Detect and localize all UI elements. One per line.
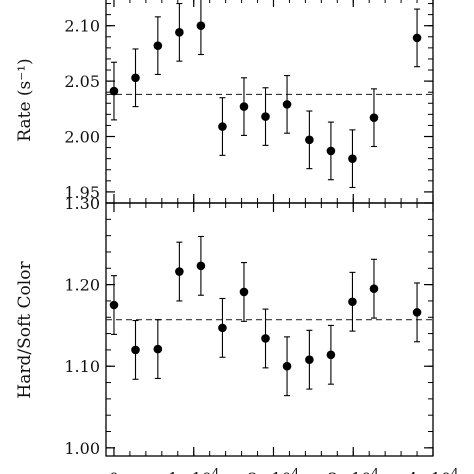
hardness-data-point [412, 308, 422, 317]
rate-y-tick-label: 2.10 [64, 17, 100, 36]
hardness-data-point [261, 334, 270, 343]
hardness-data-point [109, 300, 119, 310]
rate-data-point [131, 73, 140, 83]
rate-data-point [305, 135, 314, 145]
rate-data-point [153, 41, 163, 50]
hardness-data-point [175, 267, 184, 276]
rate-data-point [282, 100, 292, 109]
rate-data-point [412, 33, 422, 43]
x-tick-label: 1×104 [168, 466, 220, 474]
hardness-data-point [305, 355, 314, 364]
rate-data-point [196, 21, 206, 31]
hardness-y-tick-label: 1.30 [64, 194, 100, 213]
rate-data-point [326, 146, 336, 156]
hardness-data-point [326, 350, 336, 360]
rate-plot-frame [105, 0, 434, 204]
hardness-data-point [369, 284, 379, 293]
hardness-data-point [282, 361, 292, 371]
hardness-plot-frame [105, 202, 434, 457]
rate-y-tick-label: 2.00 [64, 128, 100, 147]
x-tick-label: 3×104 [327, 466, 379, 474]
rate-axis-title: Rate (s⁻¹) [15, 58, 35, 141]
hardness-axis-title: Hard/Soft Color [15, 261, 35, 399]
hardness-data-point [153, 344, 163, 354]
hardness-data-point [196, 261, 206, 271]
rate-data-point [239, 102, 249, 111]
hardness-data-point [218, 323, 227, 333]
rate-data-point [369, 113, 379, 122]
x-tick-label: 0 [109, 469, 119, 474]
rate-y-tick-label: 1.95 [64, 183, 100, 202]
hardness-y-tick-label: 1.20 [64, 276, 100, 295]
hardness-data-point [131, 345, 140, 355]
hardness-y-tick-label: 1.10 [64, 357, 100, 376]
rate-data-point [109, 86, 119, 96]
rate-data-point [261, 112, 270, 121]
rate-y-tick-label: 2.05 [64, 72, 100, 91]
hardness-y-tick-label: 1.00 [64, 439, 100, 458]
rate-data-point [218, 122, 227, 131]
x-tick-label: 4×104 [407, 466, 459, 474]
x-tick-label: 2×104 [248, 466, 300, 474]
hardness-data-point [239, 287, 249, 297]
hardness-data-point [348, 297, 357, 307]
rate-data-point [348, 154, 357, 163]
rate-data-point [175, 28, 184, 37]
rate-panel: 1.95 2.00 2.05 2.10 [64, 0, 434, 204]
hardness-panel: 1.00 1.10 1.20 1.30 0 1×104 2×104 3×104 4×104 [64, 194, 459, 474]
